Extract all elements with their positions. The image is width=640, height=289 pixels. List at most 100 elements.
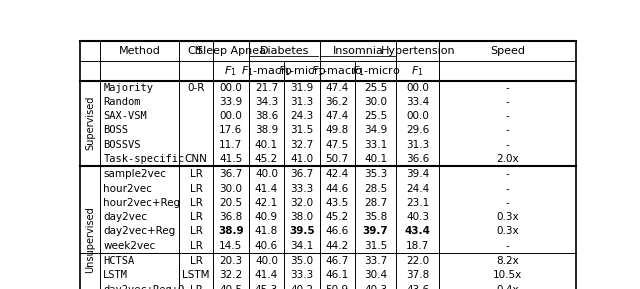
Text: -: - — [506, 140, 509, 150]
Text: Insomnia: Insomnia — [333, 46, 383, 56]
Text: 00.0: 00.0 — [406, 111, 429, 121]
Text: -: - — [506, 111, 509, 121]
Text: 28.5: 28.5 — [364, 184, 387, 194]
Text: SAX-VSM: SAX-VSM — [103, 111, 147, 121]
Text: LR: LR — [189, 256, 202, 266]
Text: 43.6: 43.6 — [406, 285, 429, 289]
Text: 18.7: 18.7 — [406, 241, 429, 251]
Text: 47.4: 47.4 — [326, 111, 349, 121]
Text: 34.1: 34.1 — [291, 241, 314, 251]
Text: 47.4: 47.4 — [326, 83, 349, 93]
Text: 43.4: 43.4 — [404, 226, 431, 236]
Text: 36.6: 36.6 — [406, 154, 429, 164]
Text: 22.0: 22.0 — [406, 256, 429, 266]
Text: 41.8: 41.8 — [255, 226, 278, 236]
Text: 20.3: 20.3 — [220, 256, 243, 266]
Text: $F_1$-micro: $F_1$-micro — [351, 64, 400, 78]
Text: 38.6: 38.6 — [255, 111, 278, 121]
Text: 30.0: 30.0 — [220, 184, 243, 194]
Text: 23.1: 23.1 — [406, 198, 429, 208]
Text: 40.5: 40.5 — [220, 285, 243, 289]
Text: 41.4: 41.4 — [255, 184, 278, 194]
Text: Diabetes: Diabetes — [259, 46, 308, 56]
Text: LR: LR — [189, 241, 202, 251]
Text: day2vec+Reg+O: day2vec+Reg+O — [103, 285, 184, 289]
Text: 41.0: 41.0 — [291, 154, 314, 164]
Text: Sleep Apnea: Sleep Apnea — [196, 46, 266, 56]
Text: 40.1: 40.1 — [364, 154, 387, 164]
Text: LR: LR — [189, 184, 202, 194]
Text: 33.7: 33.7 — [364, 256, 387, 266]
Text: 45.2: 45.2 — [326, 212, 349, 222]
Text: 44.2: 44.2 — [326, 241, 349, 251]
Text: 17.6: 17.6 — [219, 125, 243, 135]
Text: 32.7: 32.7 — [291, 140, 314, 150]
Text: 20.5: 20.5 — [220, 198, 243, 208]
Text: 33.3: 33.3 — [291, 271, 314, 280]
Text: 33.1: 33.1 — [364, 140, 387, 150]
Text: 31.5: 31.5 — [364, 241, 387, 251]
Text: 42.1: 42.1 — [255, 198, 278, 208]
Text: 00.0: 00.0 — [406, 83, 429, 93]
Text: day2vec+Reg: day2vec+Reg — [103, 226, 175, 236]
Text: Majority: Majority — [103, 83, 154, 93]
Text: 47.5: 47.5 — [326, 140, 349, 150]
Text: 46.7: 46.7 — [326, 256, 349, 266]
Text: 00.0: 00.0 — [220, 111, 242, 121]
Text: 36.7: 36.7 — [219, 169, 243, 179]
Text: Clf.: Clf. — [187, 46, 205, 56]
Text: 36.7: 36.7 — [291, 169, 314, 179]
Text: day2vec: day2vec — [103, 212, 147, 222]
Text: Unsupervised: Unsupervised — [85, 206, 95, 273]
Text: 39.5: 39.5 — [289, 226, 315, 236]
Text: LR: LR — [189, 198, 202, 208]
Text: LSTM: LSTM — [182, 271, 210, 280]
Text: week2vec: week2vec — [103, 241, 156, 251]
Text: 00.0: 00.0 — [220, 83, 242, 93]
Text: 40.6: 40.6 — [255, 241, 278, 251]
Text: 34.9: 34.9 — [364, 125, 387, 135]
Text: 46.6: 46.6 — [326, 226, 349, 236]
Text: -: - — [506, 83, 509, 93]
Text: 30.4: 30.4 — [364, 271, 387, 280]
Text: 29.6: 29.6 — [406, 125, 429, 135]
Text: 43.5: 43.5 — [326, 198, 349, 208]
Text: 35.8: 35.8 — [364, 212, 387, 222]
Text: hour2vec+Reg: hour2vec+Reg — [103, 198, 180, 208]
Text: 32.2: 32.2 — [219, 271, 243, 280]
Text: BOSS: BOSS — [103, 125, 128, 135]
Text: LSTM: LSTM — [103, 271, 128, 280]
Text: 49.8: 49.8 — [326, 125, 349, 135]
Text: 40.3: 40.3 — [364, 285, 387, 289]
Text: 50.7: 50.7 — [326, 154, 349, 164]
Text: 50.9: 50.9 — [326, 285, 349, 289]
Text: 2.0x: 2.0x — [496, 154, 519, 164]
Text: 40.0: 40.0 — [255, 169, 278, 179]
Text: Supervised: Supervised — [85, 96, 95, 151]
Text: 0.4x: 0.4x — [496, 285, 519, 289]
Text: BOSSVS: BOSSVS — [103, 140, 141, 150]
Text: 31.5: 31.5 — [291, 125, 314, 135]
Text: 32.0: 32.0 — [291, 198, 314, 208]
Text: 40.1: 40.1 — [255, 140, 278, 150]
Text: hour2vec: hour2vec — [103, 184, 152, 194]
Text: 31.9: 31.9 — [291, 83, 314, 93]
Text: 11.7: 11.7 — [219, 140, 243, 150]
Text: 34.3: 34.3 — [255, 97, 278, 107]
Text: 45.2: 45.2 — [255, 154, 278, 164]
Text: 0.3x: 0.3x — [496, 226, 519, 236]
Text: LR: LR — [189, 285, 202, 289]
Text: $F_1$-micro: $F_1$-micro — [278, 64, 326, 78]
Text: 24.4: 24.4 — [406, 184, 429, 194]
Text: $F_1$-macro: $F_1$-macro — [241, 64, 292, 78]
Text: 41.4: 41.4 — [255, 271, 278, 280]
Text: CNN: CNN — [184, 154, 207, 164]
Text: 21.7: 21.7 — [255, 83, 278, 93]
Text: 33.4: 33.4 — [406, 97, 429, 107]
Text: 45.3: 45.3 — [255, 285, 278, 289]
Text: 31.3: 31.3 — [291, 97, 314, 107]
Text: 8.2x: 8.2x — [496, 256, 519, 266]
Text: 41.5: 41.5 — [219, 154, 243, 164]
Text: -: - — [506, 241, 509, 251]
Text: $F_1$: $F_1$ — [225, 64, 237, 78]
